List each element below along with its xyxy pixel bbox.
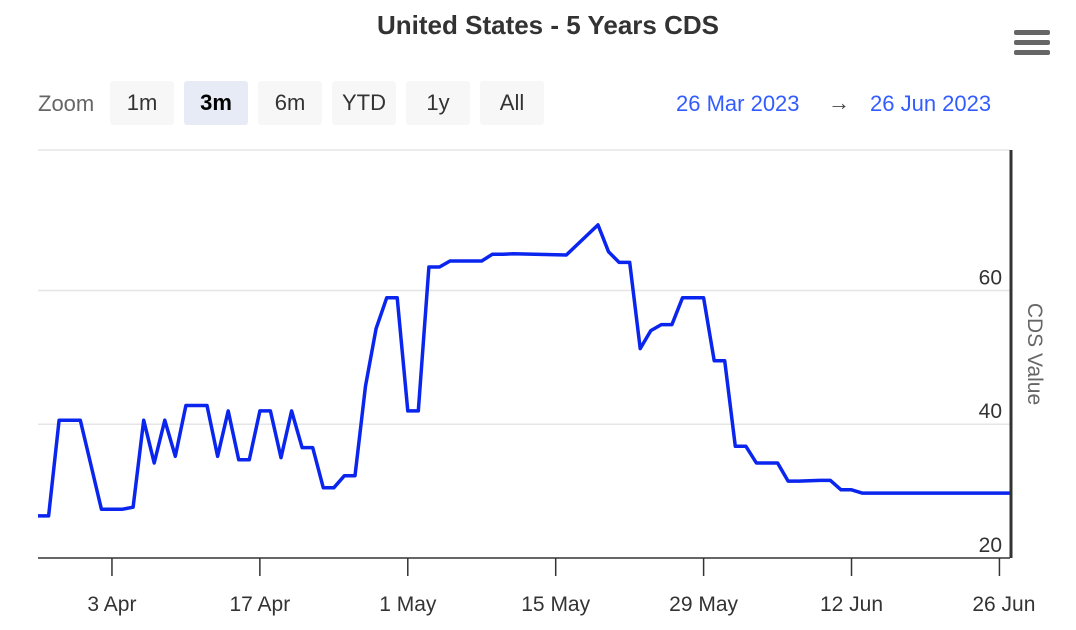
- x-tick-label: 29 May: [669, 593, 738, 616]
- chart-title: United States - 5 Years CDS: [377, 10, 719, 40]
- x-tick-label: 26 Jun: [972, 593, 1035, 616]
- y-axis-tick-labels: 20 40 60: [979, 266, 1002, 557]
- y-tick-label: 40: [979, 400, 1002, 423]
- x-axis-tick-labels: 3 Apr 17 Apr 1 May 15 May 29 May 12 Jun 26 Jun: [87, 558, 1035, 616]
- zoom-label: Zoom: [38, 91, 95, 116]
- x-tick-label: 1 May: [379, 593, 437, 616]
- zoom-button-1m[interactable]: 1m: [110, 81, 174, 125]
- range-end-date[interactable]: 26 Jun 2023: [870, 91, 992, 116]
- zoom-button-3m[interactable]: 3m: [184, 81, 248, 125]
- y-tick-label: 20: [979, 534, 1002, 557]
- range-arrow: →: [828, 90, 850, 115]
- hamburger-menu-icon[interactable]: [1014, 30, 1050, 58]
- x-tick-label: 12 Jun: [820, 593, 883, 616]
- y-tick-label: 60: [979, 266, 1002, 289]
- grid-lines: [38, 149, 1010, 425]
- zoom-button-all[interactable]: All: [480, 81, 544, 125]
- cds-series-line: [38, 223, 1010, 518]
- zoom-button-1y[interactable]: 1y: [406, 81, 470, 125]
- y-axis-title: CDS Value: [1023, 303, 1046, 405]
- zoom-button-6m[interactable]: 6m: [258, 81, 322, 125]
- x-tick-label: 17 Apr: [230, 593, 291, 616]
- range-start-date[interactable]: 26 Mar 2023: [676, 91, 800, 116]
- x-tick-label: 3 Apr: [87, 593, 136, 616]
- x-tick-label: 15 May: [521, 593, 590, 616]
- zoom-button-ytd[interactable]: YTD: [332, 81, 396, 125]
